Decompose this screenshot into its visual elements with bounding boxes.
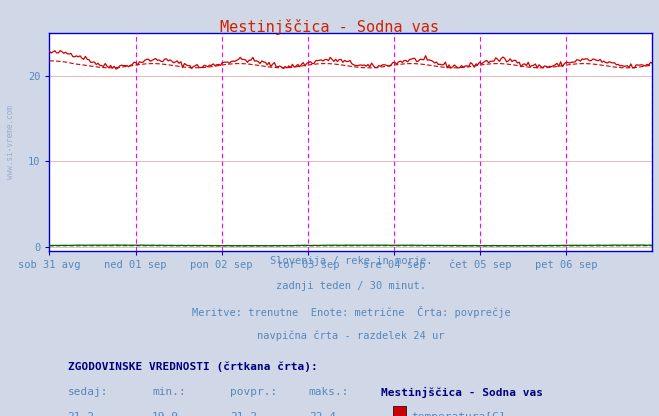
Text: Mestinjščica - Sodna vas: Mestinjščica - Sodna vas	[220, 19, 439, 35]
Text: ZGODOVINSKE VREDNOSTI (črtkana črta):: ZGODOVINSKE VREDNOSTI (črtkana črta):	[67, 362, 317, 372]
Text: min.:: min.:	[152, 387, 186, 397]
Bar	[393, 406, 407, 416]
Text: zadnji teden / 30 minut.: zadnji teden / 30 minut.	[276, 281, 426, 291]
Text: temperatura[C]: temperatura[C]	[411, 412, 505, 416]
Text: 22,4: 22,4	[308, 412, 335, 416]
Text: www.si-vreme.com: www.si-vreme.com	[6, 105, 14, 179]
Text: Slovenija / reke in morje.: Slovenija / reke in morje.	[270, 256, 432, 266]
Text: povpr.:: povpr.:	[231, 387, 277, 397]
Text: maks.:: maks.:	[308, 387, 349, 397]
Text: Meritve: trenutne  Enote: metrične  Črta: povprečje: Meritve: trenutne Enote: metrične Črta: …	[192, 306, 510, 318]
Text: Mestinjščica - Sodna vas: Mestinjščica - Sodna vas	[381, 387, 543, 398]
Text: 21,2: 21,2	[231, 412, 257, 416]
Text: sedaj:: sedaj:	[67, 387, 108, 397]
Text: 19,9: 19,9	[152, 412, 179, 416]
Text: 21,2: 21,2	[67, 412, 94, 416]
Text: navpična črta - razdelek 24 ur: navpična črta - razdelek 24 ur	[257, 331, 445, 341]
